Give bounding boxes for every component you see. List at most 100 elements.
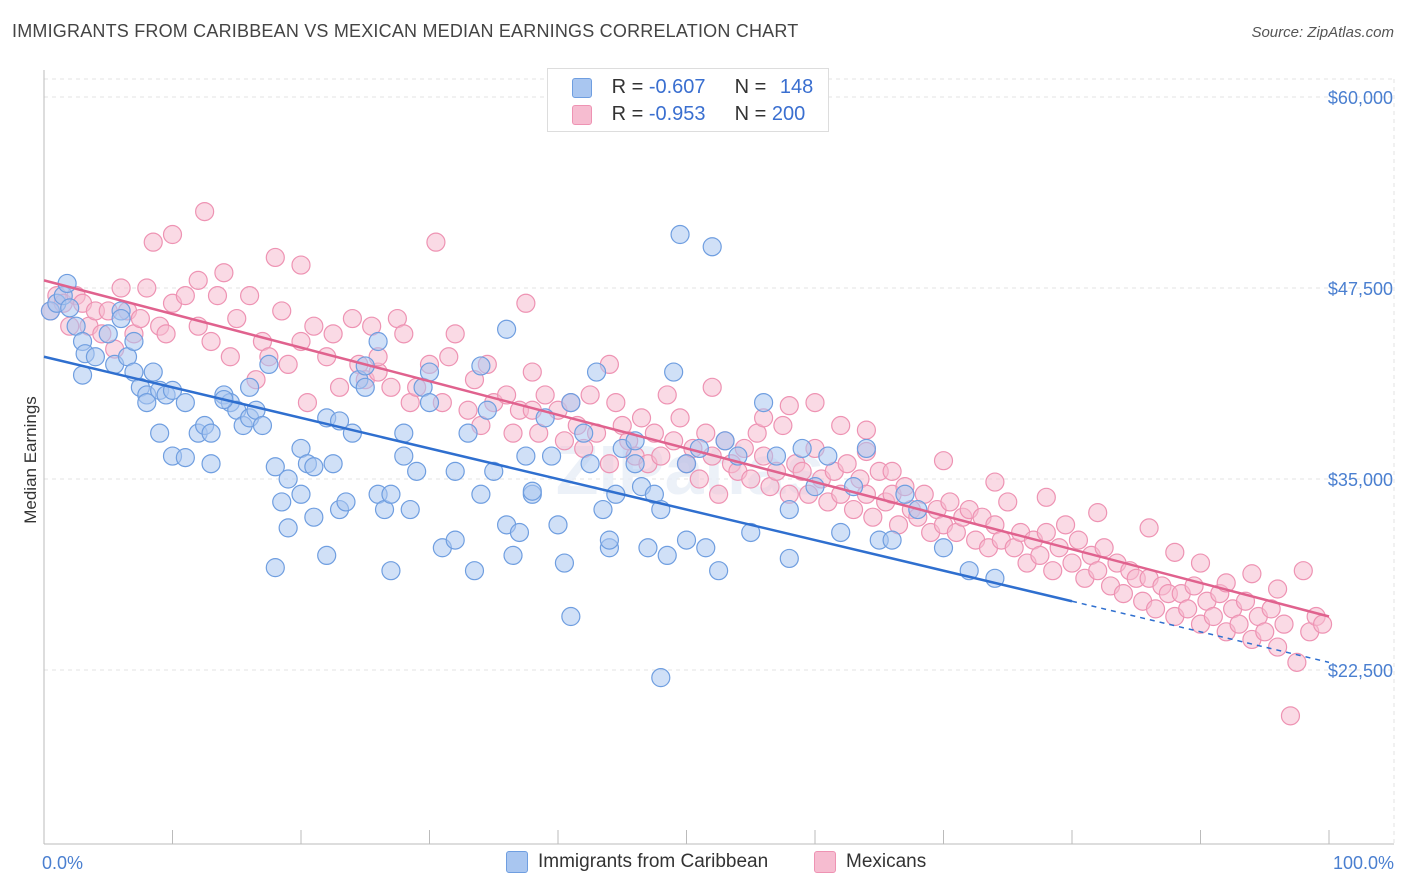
y-tick-label: $35,000 (1328, 470, 1393, 490)
mexicans-point (998, 492, 1018, 512)
caribbean-point (856, 438, 877, 459)
caribbean-point (252, 415, 273, 436)
caribbean-point (709, 561, 729, 581)
mexicans-point (381, 377, 401, 397)
mexicans-point (1287, 652, 1307, 672)
mexicans-point (1293, 561, 1313, 581)
mexicans-point (143, 232, 163, 252)
caribbean-point (72, 365, 93, 385)
caribbean-point (317, 545, 337, 566)
mexicans-point (773, 415, 793, 436)
caribbean-point (201, 423, 221, 443)
caribbean-point (657, 545, 677, 566)
axes (43, 70, 1394, 845)
caribbean-point (586, 362, 607, 382)
n-value: 148 (779, 76, 814, 98)
mexicans-point (156, 324, 176, 344)
caribbean-point (831, 522, 851, 543)
mexicans-point (1062, 553, 1082, 573)
mexicans-point (1030, 545, 1050, 566)
caribbean-point (175, 393, 195, 413)
mexicans-point (1165, 542, 1185, 562)
mexicans-point (111, 278, 131, 298)
caribbean-point (548, 515, 568, 535)
mexicans-point (1312, 614, 1333, 634)
caribbean-point (85, 347, 106, 367)
mexicans-point (1190, 553, 1211, 573)
mexicans-point (1229, 614, 1249, 634)
mexicans-point (1203, 606, 1223, 627)
mexicans-point (175, 286, 195, 306)
mexicans-point (445, 324, 465, 344)
mexicans-point (1267, 579, 1288, 599)
mexicans-point (709, 484, 729, 504)
mexicans-point (214, 263, 234, 283)
mexicans-point (1088, 503, 1108, 523)
mexicans-point (1261, 599, 1281, 619)
caribbean-point (753, 393, 774, 413)
mexicans-point (278, 354, 298, 374)
mexicans-point (580, 385, 600, 405)
mexicans-point (1094, 538, 1114, 558)
caribbean-point (304, 507, 324, 527)
caribbean-point (670, 224, 690, 245)
caribbean-point (664, 362, 684, 382)
caribbean-point (445, 461, 465, 481)
trend-lines (43, 279, 1330, 664)
mexicans-point (882, 461, 902, 481)
caribbean-point (574, 423, 594, 443)
chart-title: IMMIGRANTS FROM CARIBBEAN VS MEXICAN MED… (12, 21, 799, 41)
mexicans-point (1043, 561, 1063, 581)
mexicans-point (805, 393, 825, 413)
caribbean-point (561, 606, 581, 627)
mexicans-point (856, 420, 877, 440)
caribbean-point (554, 553, 575, 573)
mexicans-point (1139, 518, 1159, 538)
mexicans-point (702, 377, 722, 397)
mexicans-legend-swatch (814, 851, 836, 873)
mexicans-point (1255, 622, 1275, 642)
caribbean-point (625, 454, 645, 474)
caribbean-point (124, 331, 144, 352)
caribbean-point (497, 319, 517, 339)
mexicans-point (394, 324, 414, 344)
mexicans-legend-label: Mexicans (846, 851, 927, 873)
mexicans-point (522, 362, 542, 382)
mexicans-point (1088, 561, 1108, 581)
mexicans-point (831, 415, 851, 436)
mexicans-point (297, 393, 318, 413)
mexicans-point (162, 224, 183, 245)
caribbean-point (477, 400, 497, 420)
caribbean-point (516, 446, 536, 466)
caribbean-point (766, 446, 787, 466)
caribbean-point (676, 530, 697, 550)
caribbean-point (895, 484, 915, 504)
y-tick-label: $22,500 (1328, 661, 1393, 681)
r-value: -0.953 (648, 103, 706, 125)
mexicans-point (933, 451, 954, 471)
caribbean-point (702, 237, 722, 257)
mexicans-point (1242, 564, 1262, 584)
mexicans-point (1068, 530, 1089, 550)
caribbean-point (143, 362, 163, 382)
caribbean-point (272, 492, 292, 512)
mexicans-point (843, 499, 864, 520)
caribbean-point (933, 538, 954, 558)
caribbean-point (676, 454, 697, 474)
caribbean-point (394, 423, 414, 443)
mexicans-point (137, 278, 157, 298)
caribbean-point (98, 324, 118, 344)
mexicans-point (657, 385, 677, 405)
caribbean-point (175, 448, 195, 468)
n-value: 200 (771, 103, 806, 125)
caribbean-point (355, 377, 375, 397)
mexicans-point (606, 393, 626, 413)
mexicans-point (863, 507, 883, 527)
bottom-legend-mexicans: Mexicans (814, 851, 926, 873)
caribbean-point (336, 492, 356, 512)
mexicans-point (1267, 637, 1288, 657)
r-label: R = (611, 103, 644, 125)
caribbean-point (741, 522, 761, 543)
mexicans-point (227, 308, 247, 329)
